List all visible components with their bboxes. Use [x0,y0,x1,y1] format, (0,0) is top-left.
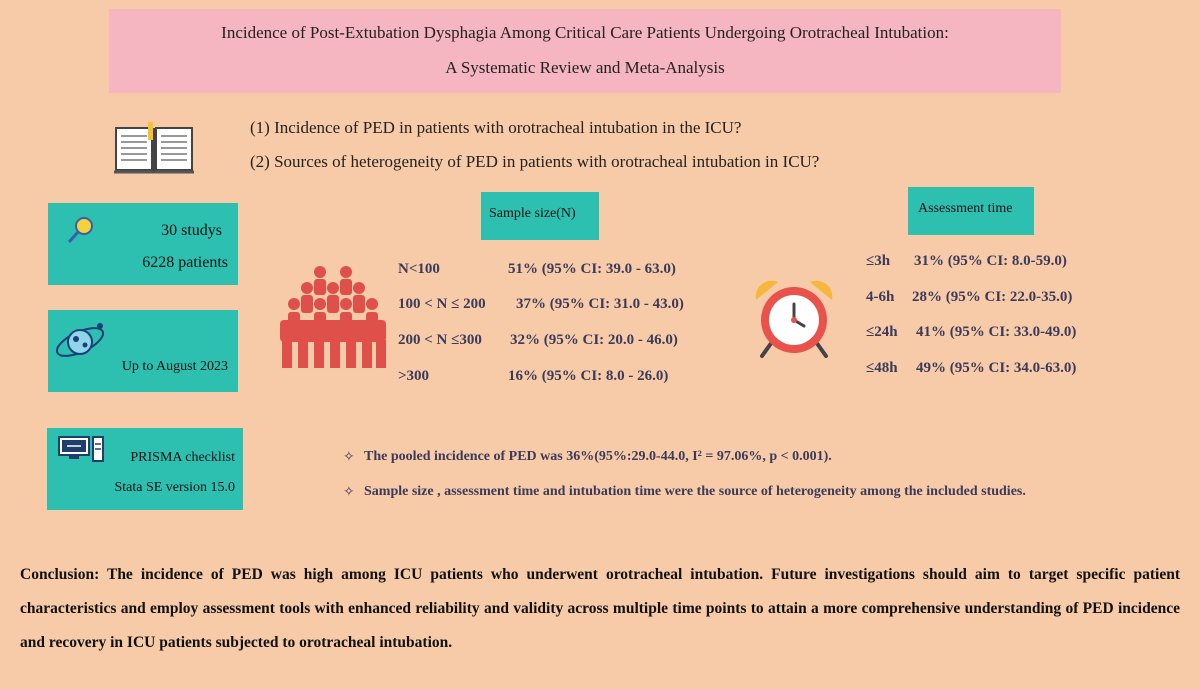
diamond-bullet-icon: ✧ [343,450,355,465]
magnifier-icon [66,215,96,250]
assessment-time-value-4: 49% (95% CI: 34.0-63.0) [916,360,1077,376]
sample-size-label-4: >300 [398,368,430,384]
sample-size-header: Sample size(N) [481,192,599,240]
patients-count: 6228 patients [142,254,228,271]
title-line-2: A Systematic Review and Meta-Analysis [445,58,725,77]
finding-1: The pooled incidence of PED was 36%(95%:… [364,449,832,464]
assessment-time-value-2: 28% (95% CI: 22.0-35.0) [912,289,1073,305]
sample-size-title: Sample size(N) [489,206,576,221]
stata-label: Stata SE version 15.0 [114,480,235,495]
title-line-1: Incidence of Post-Extubation Dysphagia A… [221,23,949,42]
assessment-time-label-3: ≤24h [866,324,898,340]
conclusion-text: Conclusion: The incidence of PED was hig… [20,566,1180,651]
book-icon [112,118,196,178]
assessment-time-label-4: ≤48h [866,360,898,376]
sample-size-value-1: 51% (95% CI: 39.0 - 63.0) [508,261,676,277]
assessment-time-value-1: 31% (95% CI: 8.0-59.0) [914,253,1067,269]
sample-size-value-3: 32% (95% CI: 20.0 - 46.0) [510,332,678,348]
assessment-time-label-2: 4-6h [866,289,895,305]
people-icon [278,262,388,375]
diamond-bullet-icon: ✧ [343,485,355,500]
sample-size-value-2: 37% (95% CI: 31.0 - 43.0) [516,296,684,312]
studies-box: 30 studys 6228 patients [48,203,238,285]
studies-count: 30 studys [161,222,222,239]
question-2: (2) Sources of heterogeneity of PED in p… [250,152,820,171]
question-1: (1) Incidence of PED in patients with or… [250,118,742,137]
computer-icon [57,434,105,469]
sample-size-label-3: 200 < N ≤300 [398,332,482,348]
sample-size-label-2: 100 < N ≤ 200 [398,296,486,312]
sample-size-value-4: 16% (95% CI: 8.0 - 26.0) [508,368,669,384]
title-banner: Incidence of Post-Extubation Dysphagia A… [109,9,1061,93]
tools-box: PRISMA checklist Stata SE version 15.0 [47,428,243,510]
sample-size-label-1: N<100 [398,261,440,277]
finding-2: Sample size , assessment time and intuba… [364,484,1026,499]
date-box: Up to August 2023 [48,310,238,392]
search-date: Up to August 2023 [121,359,228,374]
assessment-time-value-3: 41% (95% CI: 33.0-49.0) [916,324,1077,340]
planet-icon [52,316,108,369]
assessment-time-title: Assessment time [918,201,1013,216]
alarm-clock-icon [748,276,840,365]
assessment-time-label-1: ≤3h [866,253,891,269]
prisma-label: PRISMA checklist [130,450,235,465]
assessment-time-header: Assessment time [908,187,1034,235]
